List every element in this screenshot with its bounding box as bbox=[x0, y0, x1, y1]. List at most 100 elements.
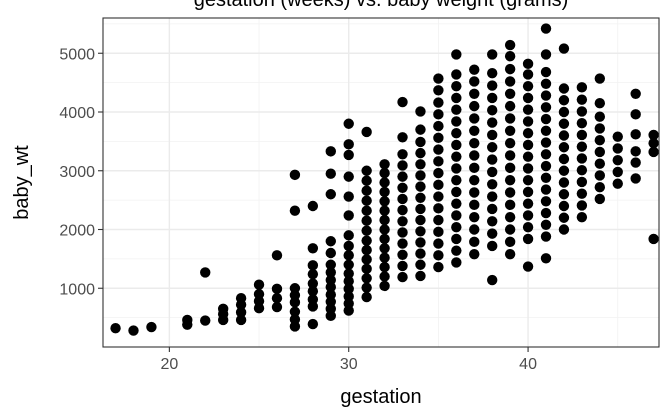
data-point bbox=[540, 196, 552, 207]
data-point bbox=[504, 39, 516, 51]
data-point bbox=[307, 200, 319, 212]
data-point bbox=[397, 271, 408, 283]
data-point bbox=[433, 73, 444, 84]
data-point bbox=[433, 238, 444, 249]
data-point bbox=[487, 274, 498, 286]
data-point bbox=[307, 278, 319, 289]
data-point bbox=[379, 233, 390, 245]
data-point bbox=[522, 116, 534, 127]
data-point bbox=[469, 174, 480, 186]
data-point bbox=[325, 274, 336, 286]
data-point bbox=[361, 235, 372, 246]
data-point bbox=[379, 224, 390, 235]
x-tick-label: 20 bbox=[160, 356, 178, 373]
data-point bbox=[522, 92, 534, 104]
data-point bbox=[433, 167, 444, 179]
data-point bbox=[594, 135, 606, 146]
data-point bbox=[504, 50, 516, 62]
data-point bbox=[271, 293, 283, 304]
data-point bbox=[451, 104, 462, 115]
data-point bbox=[361, 185, 372, 196]
data-point bbox=[271, 301, 283, 313]
data-point bbox=[630, 109, 641, 120]
data-point bbox=[540, 102, 552, 113]
data-point bbox=[487, 179, 498, 190]
y-tick-label: 3000 bbox=[59, 164, 95, 181]
data-point bbox=[522, 186, 534, 198]
data-point bbox=[612, 166, 623, 178]
data-point bbox=[558, 43, 570, 54]
data-point bbox=[451, 221, 462, 233]
data-point bbox=[343, 210, 354, 221]
data-point bbox=[415, 106, 426, 117]
data-point bbox=[271, 250, 283, 261]
data-point bbox=[415, 270, 426, 282]
data-point bbox=[504, 150, 516, 161]
data-point bbox=[397, 260, 408, 272]
data-point bbox=[451, 151, 462, 162]
data-point bbox=[558, 95, 570, 106]
data-point bbox=[469, 236, 480, 248]
data-point bbox=[630, 146, 641, 157]
data-point bbox=[487, 142, 498, 153]
data-point bbox=[343, 291, 354, 302]
data-point bbox=[110, 323, 121, 334]
data-point bbox=[576, 94, 588, 105]
data-point bbox=[487, 49, 498, 60]
y-axis-ticks: 1000 2000 3000 4000 5000 bbox=[59, 46, 103, 298]
data-point bbox=[397, 204, 408, 216]
data-point bbox=[612, 178, 623, 189]
data-point bbox=[540, 90, 552, 101]
data-point bbox=[594, 123, 606, 134]
data-point bbox=[540, 160, 552, 172]
data-point bbox=[397, 160, 408, 171]
data-point bbox=[325, 146, 336, 157]
data-point bbox=[648, 233, 659, 245]
data-point bbox=[235, 293, 247, 304]
data-point bbox=[540, 253, 552, 264]
data-point bbox=[253, 288, 265, 300]
data-point bbox=[307, 285, 319, 297]
data-point bbox=[325, 289, 336, 300]
data-point bbox=[540, 207, 552, 219]
data-point bbox=[522, 210, 534, 221]
data-point bbox=[289, 283, 301, 294]
data-point bbox=[433, 97, 444, 108]
data-point bbox=[128, 325, 139, 336]
data-point bbox=[594, 193, 606, 205]
data-point bbox=[504, 137, 516, 149]
data-point bbox=[271, 283, 283, 295]
data-point bbox=[540, 231, 552, 242]
data-point bbox=[325, 259, 336, 270]
data-point bbox=[558, 118, 570, 129]
data-point bbox=[397, 182, 408, 193]
data-point bbox=[648, 137, 659, 149]
data-point bbox=[433, 120, 444, 132]
data-point bbox=[504, 125, 516, 136]
data-point bbox=[397, 171, 408, 182]
data-point bbox=[379, 186, 390, 198]
data-point bbox=[451, 163, 462, 174]
data-point bbox=[397, 96, 408, 108]
data-point bbox=[558, 224, 570, 235]
data-point bbox=[289, 314, 301, 325]
data-point bbox=[451, 127, 462, 139]
data-point bbox=[235, 314, 247, 326]
y-tick-label: 5000 bbox=[59, 46, 95, 63]
data-point bbox=[469, 76, 480, 87]
data-point bbox=[343, 139, 354, 150]
data-point bbox=[379, 214, 390, 226]
data-point bbox=[469, 224, 480, 235]
data-point bbox=[469, 248, 480, 260]
data-point bbox=[361, 291, 372, 303]
data-point bbox=[522, 139, 534, 151]
data-point bbox=[522, 80, 534, 92]
data-point bbox=[648, 146, 659, 158]
data-point bbox=[522, 104, 534, 115]
data-point bbox=[487, 228, 498, 239]
data-point bbox=[558, 142, 570, 153]
data-point bbox=[343, 191, 354, 202]
data-point bbox=[487, 80, 498, 91]
data-point bbox=[343, 259, 354, 270]
data-point bbox=[469, 125, 480, 136]
